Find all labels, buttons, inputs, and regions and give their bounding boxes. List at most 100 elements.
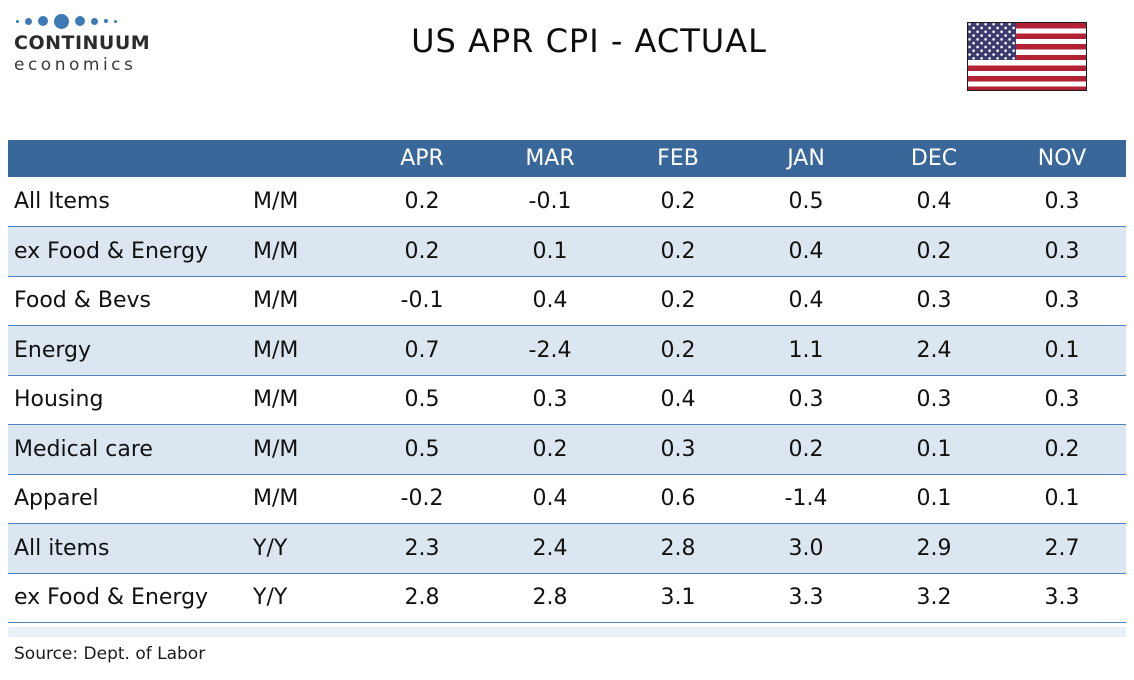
cell-value: -0.2 xyxy=(358,474,486,524)
cell-value: 2.8 xyxy=(358,573,486,623)
row-label: All Items xyxy=(8,177,253,227)
cell-value: 0.3 xyxy=(998,276,1126,326)
cpi-table: APR MAR FEB JAN DEC NOV All Items M/M 0.… xyxy=(8,140,1126,623)
cell-value: 2.8 xyxy=(614,523,742,574)
row-label: Medical care xyxy=(8,424,253,475)
logo-dot xyxy=(38,16,48,26)
cell-value: 0.2 xyxy=(742,424,870,475)
column-header-nov: NOV xyxy=(998,140,1126,177)
cell-value: 3.1 xyxy=(614,573,742,623)
cell-value: 0.3 xyxy=(742,375,870,425)
row-label: Energy xyxy=(8,325,253,376)
logo-dot xyxy=(91,17,98,25)
cell-value: 0.1 xyxy=(870,424,998,475)
cell-value: 0.4 xyxy=(742,276,870,326)
source-note: Source: Dept. of Labor xyxy=(14,644,206,664)
logo-subtitle: economics xyxy=(14,55,137,75)
cell-value: 0.2 xyxy=(870,226,998,277)
cell-value: 0.3 xyxy=(870,375,998,425)
logo-dot xyxy=(104,19,108,23)
cell-value: 0.3 xyxy=(486,375,614,425)
us-flag-icon xyxy=(967,22,1087,91)
cell-value: 0.5 xyxy=(358,375,486,425)
cell-value: 0.2 xyxy=(614,325,742,376)
header-blank-freq xyxy=(253,140,358,177)
cell-value: 2.3 xyxy=(358,523,486,574)
table-row: ex Food & Energy Y/Y 2.8 2.8 3.1 3.3 3.2… xyxy=(8,573,1126,623)
cell-value: 2.7 xyxy=(998,523,1126,574)
cell-value: 0.3 xyxy=(998,226,1126,277)
logo-dot xyxy=(54,13,69,29)
row-label: ex Food & Energy xyxy=(8,226,253,277)
table-header-row: APR MAR FEB JAN DEC NOV xyxy=(8,140,1126,177)
cell-value: 2.4 xyxy=(486,523,614,574)
logo-wordmark: CONTINUUM xyxy=(14,32,151,54)
table-row: All items Y/Y 2.3 2.4 2.8 3.0 2.9 2.7 xyxy=(8,523,1126,574)
row-frequency: M/M xyxy=(253,325,358,376)
cell-value: 2.8 xyxy=(486,573,614,623)
page-title: US APR CPI - ACTUAL xyxy=(411,22,767,60)
table-row: Housing M/M 0.5 0.3 0.4 0.3 0.3 0.3 xyxy=(8,375,1126,425)
column-header-dec: DEC xyxy=(870,140,998,177)
table-row: Energy M/M 0.7 -2.4 0.2 1.1 2.4 0.1 xyxy=(8,325,1126,376)
table-row: Apparel M/M -0.2 0.4 0.6 -1.4 0.1 0.1 xyxy=(8,474,1126,524)
row-frequency: M/M xyxy=(253,226,358,277)
row-label: Housing xyxy=(8,375,253,425)
cell-value: 0.1 xyxy=(870,474,998,524)
table-footer-strip xyxy=(8,627,1126,637)
cell-value: 0.2 xyxy=(486,424,614,475)
logo-dot xyxy=(114,19,117,23)
row-frequency: M/M xyxy=(253,276,358,326)
continuum-economics-logo: CONTINUUM economics xyxy=(14,12,151,75)
row-frequency: Y/Y xyxy=(253,523,358,574)
cell-value: 0.2 xyxy=(614,177,742,227)
column-header-apr: APR xyxy=(358,140,486,177)
cell-value: 0.5 xyxy=(358,424,486,475)
cell-value: 0.2 xyxy=(358,226,486,277)
row-label: ex Food & Energy xyxy=(8,573,253,623)
cell-value: 0.2 xyxy=(998,424,1126,475)
cell-value: -1.4 xyxy=(742,474,870,524)
row-frequency: M/M xyxy=(253,177,358,227)
cell-value: -0.1 xyxy=(486,177,614,227)
cell-value: 0.3 xyxy=(614,424,742,475)
column-header-feb: FEB xyxy=(614,140,742,177)
cell-value: -2.4 xyxy=(486,325,614,376)
row-frequency: M/M xyxy=(253,375,358,425)
cell-value: 3.3 xyxy=(742,573,870,623)
cell-value: 0.4 xyxy=(870,177,998,227)
row-frequency: Y/Y xyxy=(253,573,358,623)
cell-value: 0.2 xyxy=(358,177,486,227)
logo-dot xyxy=(25,17,32,25)
header-blank-label xyxy=(8,140,253,177)
cell-value: 0.3 xyxy=(998,375,1126,425)
cell-value: 0.4 xyxy=(486,474,614,524)
cell-value: 0.1 xyxy=(486,226,614,277)
cell-value: 0.2 xyxy=(614,276,742,326)
table-row: All Items M/M 0.2 -0.1 0.2 0.5 0.4 0.3 xyxy=(8,177,1126,227)
us-flag-canton xyxy=(968,23,1016,61)
cell-value: 0.3 xyxy=(998,177,1126,227)
table-row: ex Food & Energy M/M 0.2 0.1 0.2 0.4 0.2… xyxy=(8,226,1126,277)
cell-value: 0.4 xyxy=(614,375,742,425)
logo-dot xyxy=(75,16,85,26)
table-row: Medical care M/M 0.5 0.2 0.3 0.2 0.1 0.2 xyxy=(8,424,1126,475)
cell-value: 0.5 xyxy=(742,177,870,227)
cell-value: 3.0 xyxy=(742,523,870,574)
cell-value: 0.6 xyxy=(614,474,742,524)
cell-value: -0.1 xyxy=(358,276,486,326)
table-row: Food & Bevs M/M -0.1 0.4 0.2 0.4 0.3 0.3 xyxy=(8,276,1126,326)
row-frequency: M/M xyxy=(253,474,358,524)
cell-value: 0.1 xyxy=(998,325,1126,376)
cell-value: 0.4 xyxy=(742,226,870,277)
cell-value: 3.3 xyxy=(998,573,1126,623)
cell-value: 3.2 xyxy=(870,573,998,623)
row-label: Food & Bevs xyxy=(8,276,253,326)
cell-value: 1.1 xyxy=(742,325,870,376)
logo-dots-icon xyxy=(14,12,144,30)
cell-value: 0.4 xyxy=(486,276,614,326)
cell-value: 0.1 xyxy=(998,474,1126,524)
logo-dot xyxy=(16,19,19,23)
cell-value: 0.2 xyxy=(614,226,742,277)
cell-value: 0.7 xyxy=(358,325,486,376)
